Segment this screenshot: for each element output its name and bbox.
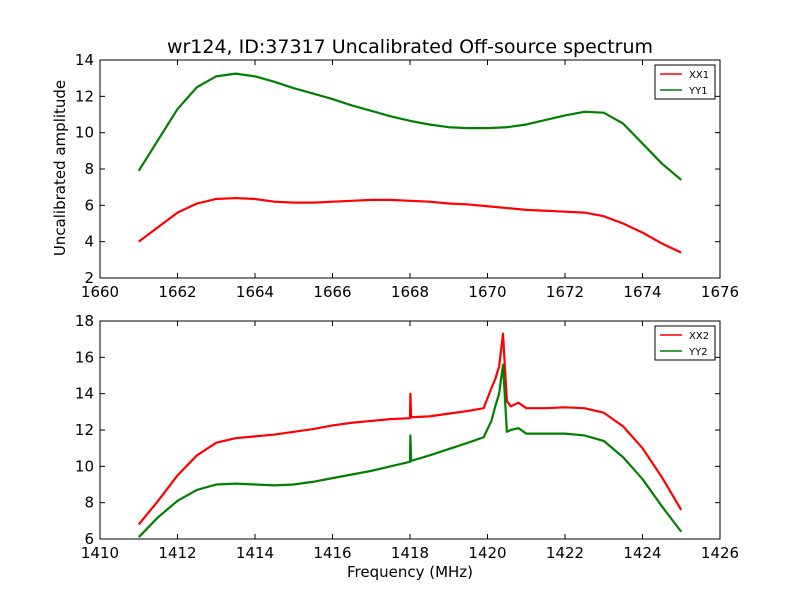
x-tick-label: 1418	[391, 544, 429, 562]
x-tick-label: 1662	[158, 283, 196, 301]
x-tick-label: 1670	[468, 283, 506, 301]
x-tick-label: 1672	[546, 283, 584, 301]
x-tick-label: 1422	[546, 544, 584, 562]
y-tick-label: 12	[75, 421, 94, 439]
x-tick-label: 1664	[236, 283, 274, 301]
x-tick-label: 1674	[623, 283, 661, 301]
y-tick-label: 8	[84, 160, 94, 178]
legend-label-xx1: XX1	[689, 70, 709, 81]
top-panel: 1660 1662 1664 1666 1668 1670 1672 1674 1676 2 4 6 8…	[75, 51, 739, 301]
y-tick-label: 8	[84, 494, 94, 512]
x-tick-label: 1676	[701, 283, 739, 301]
series-line-yy1	[137, 72, 682, 181]
x-tick-label: 1660	[81, 283, 119, 301]
x-tick-label: 1410	[81, 544, 119, 562]
y-tick-label: 16	[75, 348, 94, 366]
y-tick-label: 14	[75, 385, 94, 403]
x-tick-label: 1424	[623, 544, 661, 562]
y-axis-label: Uncalibrated amplitude	[51, 80, 69, 256]
y-tick-label: 2	[84, 269, 94, 287]
x-tick-label: 1414	[236, 544, 274, 562]
y-tick-label: 10	[75, 124, 94, 142]
x-tick-label: 1666	[313, 283, 351, 301]
x-tick-label: 1668	[391, 283, 429, 301]
y-tick-label: 6	[84, 196, 94, 214]
y-tick-label: 12	[75, 87, 94, 105]
x-tick-label: 1426	[701, 544, 739, 562]
y-tick-label: 18	[75, 312, 94, 330]
series-line-xx1	[138, 196, 682, 254]
series-line-yy2	[137, 363, 683, 538]
legend-label-xx2: XX2	[689, 331, 709, 342]
series-line-xx2	[137, 332, 683, 526]
legend-label-yy1: YY1	[688, 86, 708, 97]
x-axis-label: Frequency (MHz)	[347, 563, 473, 581]
bottom-panel: 1410 1412 1414 1416 1418 1420 1422 1424 14266810…	[75, 312, 739, 562]
legend-box	[654, 64, 716, 100]
chart-title: wr124, ID:37317 Uncalibrated Off-source …	[167, 36, 653, 58]
x-tick-label: 1416	[313, 544, 351, 562]
y-tick-label: 4	[84, 233, 94, 251]
y-tick-label: 10	[75, 457, 94, 475]
y-tick-label: 14	[75, 51, 94, 69]
legend-box	[654, 325, 716, 361]
x-tick-label: 1420	[468, 544, 506, 562]
legend-label-yy2: YY2	[688, 347, 708, 358]
x-tick-label: 1412	[158, 544, 196, 562]
y-tick-label: 6	[84, 530, 94, 548]
